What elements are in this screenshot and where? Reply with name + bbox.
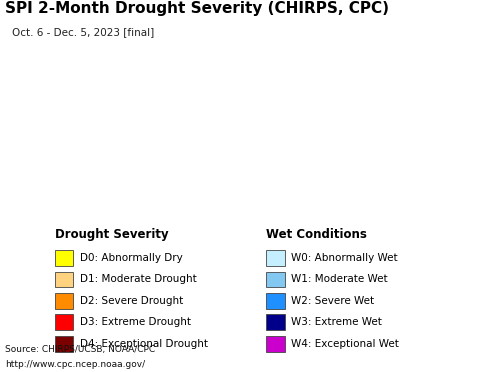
Bar	[266, 336, 285, 352]
Text: SPI 2-Month Drought Severity (CHIRPS, CPC): SPI 2-Month Drought Severity (CHIRPS, CP…	[5, 1, 389, 16]
Text: Source: CHIRPS/UCSB, NOAA/CPC: Source: CHIRPS/UCSB, NOAA/CPC	[5, 345, 155, 355]
Bar	[266, 293, 285, 309]
Text: D3: Extreme Drought: D3: Extreme Drought	[80, 317, 191, 327]
Text: D4: Exceptional Drought: D4: Exceptional Drought	[80, 339, 208, 349]
Text: D0: Abnormally Dry: D0: Abnormally Dry	[80, 253, 183, 263]
Bar	[55, 250, 73, 266]
Bar	[266, 250, 285, 266]
Bar	[55, 272, 73, 287]
Text: W2: Severe Wet: W2: Severe Wet	[291, 296, 374, 306]
Text: Oct. 6 - Dec. 5, 2023 [final]: Oct. 6 - Dec. 5, 2023 [final]	[12, 27, 154, 37]
Bar	[55, 336, 73, 352]
Text: D1: Moderate Drought: D1: Moderate Drought	[80, 275, 197, 285]
Text: D2: Severe Drought: D2: Severe Drought	[80, 296, 183, 306]
Bar	[55, 293, 73, 309]
Text: http://www.cpc.ncep.noaa.gov/: http://www.cpc.ncep.noaa.gov/	[5, 360, 145, 369]
Text: W3: Extreme Wet: W3: Extreme Wet	[291, 317, 382, 327]
Bar	[266, 314, 285, 330]
Text: W0: Abnormally Wet: W0: Abnormally Wet	[291, 253, 398, 263]
Bar	[55, 314, 73, 330]
Text: W4: Exceptional Wet: W4: Exceptional Wet	[291, 339, 399, 349]
Bar	[266, 272, 285, 287]
Text: W1: Moderate Wet: W1: Moderate Wet	[291, 275, 388, 285]
Text: Drought Severity: Drought Severity	[55, 228, 169, 241]
Text: Wet Conditions: Wet Conditions	[266, 228, 367, 241]
